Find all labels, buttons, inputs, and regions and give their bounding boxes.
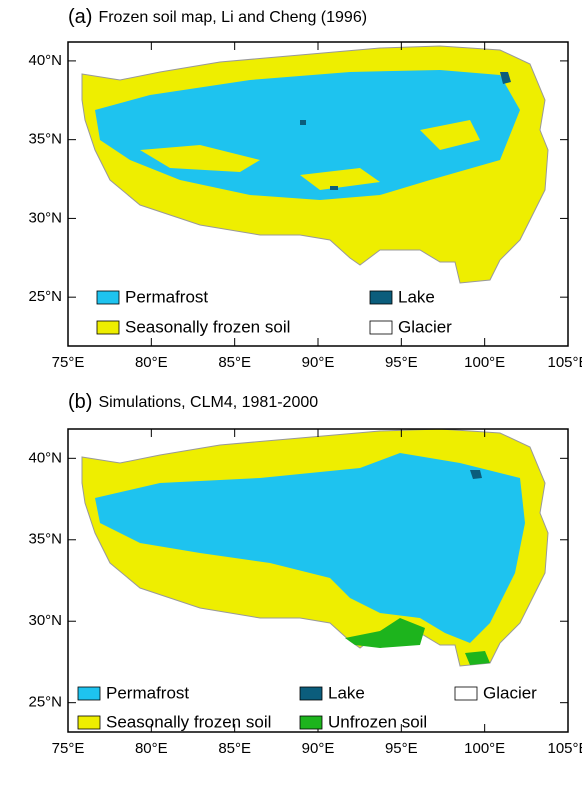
legend-label: Lake <box>398 287 435 306</box>
legend-label: Seasonally frozen soil <box>125 317 290 336</box>
y-tick-label: 40°N <box>28 52 62 69</box>
legend-swatch <box>369 320 393 335</box>
panel-title: (b) Simulations, CLM4, 1981-2000 <box>68 391 318 413</box>
x-tick-label: 80°E <box>135 354 168 371</box>
legend-swatch <box>299 715 323 730</box>
legend-swatch <box>369 290 393 305</box>
y-tick-label: 25°N <box>28 288 62 305</box>
legend-label: Glacier <box>398 317 452 336</box>
x-tick-label: 85°E <box>218 740 251 757</box>
x-tick-label: 105°E <box>547 740 582 757</box>
x-tick-label: 75°E <box>52 354 85 371</box>
legend-label: Seasonally frozen soil <box>106 712 271 731</box>
legend-label: Lake <box>328 683 365 702</box>
x-tick-label: 95°E <box>385 740 418 757</box>
y-tick-label: 25°N <box>28 694 62 711</box>
x-tick-label: 90°E <box>302 354 335 371</box>
title-text: Simulations, CLM4, 1981-2000 <box>98 394 318 411</box>
y-tick-label: 35°N <box>28 131 62 148</box>
x-tick-label: 95°E <box>385 354 418 371</box>
legend-label: Unfrozen soil <box>328 712 427 731</box>
y-tick-label: 40°N <box>28 449 62 466</box>
x-tick-label: 90°E <box>302 740 335 757</box>
title-text: Frozen soil map, Li and Cheng (1996) <box>98 9 367 26</box>
y-tick-label: 35°N <box>28 531 62 548</box>
legend-label: Permafrost <box>106 683 189 702</box>
panel-title: (a) Frozen soil map, Li and Cheng (1996) <box>68 6 367 28</box>
x-tick-label: 80°E <box>135 740 168 757</box>
legend-swatch <box>299 686 323 701</box>
legend-label: Glacier <box>483 683 537 702</box>
legend-swatch <box>96 290 120 305</box>
x-tick-label: 100°E <box>464 740 505 757</box>
legend-swatch <box>96 320 120 335</box>
legend-label: Permafrost <box>125 287 208 306</box>
legend-swatch <box>77 686 101 701</box>
legend-swatch <box>454 686 478 701</box>
map-a <box>81 45 549 284</box>
x-tick-label: 100°E <box>464 354 505 371</box>
panel-label: (b) <box>68 391 92 413</box>
y-tick-label: 30°N <box>28 612 62 629</box>
map-b <box>81 428 549 667</box>
panel-label: (a) <box>68 6 92 28</box>
legend-swatch <box>77 715 101 730</box>
x-tick-label: 105°E <box>547 354 582 371</box>
y-tick-label: 30°N <box>28 209 62 226</box>
x-tick-label: 75°E <box>52 740 85 757</box>
x-tick-label: 85°E <box>218 354 251 371</box>
